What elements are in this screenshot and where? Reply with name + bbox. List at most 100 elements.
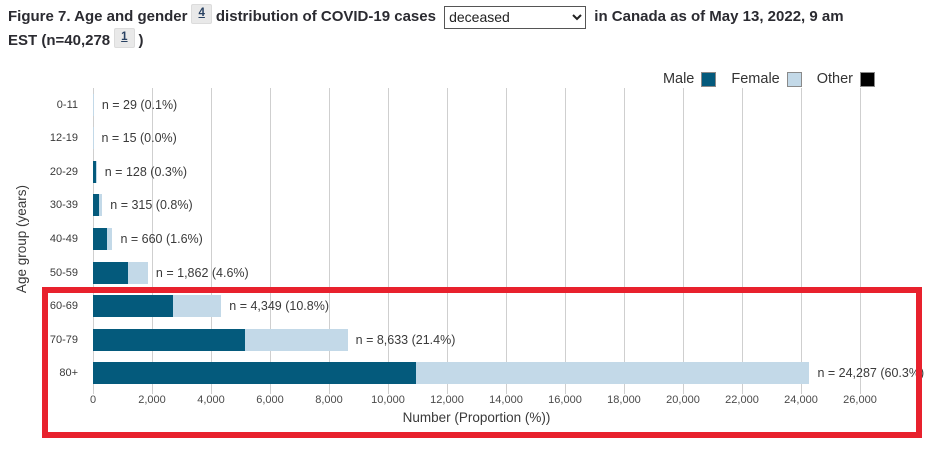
bar-segment-female (107, 228, 113, 251)
bar-segment-female (245, 328, 348, 351)
y-axis-labels: 0-11 12-19 20-29 30-39 40-49 50-59 60-69 70-79 8… (0, 88, 85, 390)
x-tick-mark (270, 390, 271, 394)
chart-legend: Male Female Other (663, 71, 875, 87)
gridline (565, 88, 566, 390)
bar-segment-male (93, 261, 128, 284)
x-tick-label: 16,000 (548, 394, 582, 406)
legend-swatch-other (860, 71, 875, 87)
y-axis-label: 20-29 (49, 165, 78, 178)
y-axis-label: 0-11 (56, 98, 78, 111)
legend-item-other: Other (817, 71, 875, 87)
gridline (211, 88, 212, 390)
gridline (447, 88, 448, 390)
bar-chart: Male Female Other Age group (years) 0-11 12… (0, 58, 935, 430)
x-tick-label: 4,000 (197, 394, 225, 406)
bar-segment-female (93, 93, 94, 116)
bar-value-label: n = 315 (0.8%) (110, 198, 193, 213)
bar-value-label: n = 8,633 (21.4%) (355, 332, 456, 347)
bar-segment-male (93, 160, 96, 183)
x-tick-label: 6,000 (256, 394, 284, 406)
gridline (506, 88, 507, 390)
gridline (801, 88, 802, 390)
x-tick-mark (152, 390, 153, 394)
figure-title-text-4: EST (n=40,278 (8, 31, 111, 49)
legend-label: Male (662, 71, 695, 87)
bar-segment-female (127, 261, 148, 284)
bar-segment-male (93, 228, 107, 251)
x-axis-ticks: 0 2,000 4,000 6,000 8,000 10,000 12,000 14,000 1… (89, 390, 877, 408)
x-tick-label: 20,000 (666, 394, 700, 406)
gridline (683, 88, 684, 390)
x-tick-label: 8,000 (315, 394, 343, 406)
x-tick-label: 12,000 (430, 394, 464, 406)
legend-swatch-female (786, 71, 802, 87)
x-tick-mark (801, 390, 802, 394)
y-axis-label: 12-19 (49, 132, 78, 145)
figure-title: Figure 7. Age and gender 4 distribution of… (8, 4, 928, 53)
x-tick-mark (860, 390, 861, 394)
y-axis-label: 70-79 (49, 333, 78, 346)
legend-label: Other (816, 71, 853, 87)
bar-row-20-29: n = 128 (0.3%) (93, 155, 860, 189)
bar-value-label: n = 128 (0.3%) (104, 164, 188, 179)
bar-rows-layer: n = 29 (0.1%) n = 15 (0.0%) n = 128 (0.3%)… (93, 88, 924, 391)
gridline (623, 88, 625, 390)
gridline (329, 88, 330, 390)
bar-row-40-49: n = 660 (1.6%) (93, 222, 860, 256)
legend-item-male: Male (662, 71, 717, 87)
y-axis-label: 50-59 (49, 266, 78, 279)
bar-segment-male (93, 194, 99, 217)
bar-segment-male (93, 328, 245, 351)
x-tick-mark (683, 390, 684, 394)
x-tick-mark (506, 390, 507, 394)
bar-row-60-69: n = 4,349 (10.8%) (93, 289, 860, 323)
bar-value-label: n = 24,287 (60.3%) (817, 366, 925, 381)
bar-value-label: n = 29 (0.1%) (101, 97, 178, 112)
legend-item-female: Female (731, 71, 802, 87)
bar-segment-female (416, 362, 810, 385)
case-type-select[interactable]: deceased (444, 5, 587, 29)
x-tick-label: 18,000 (607, 394, 641, 406)
x-axis-title: Number (Proportion (%)) (402, 410, 551, 425)
bar-segment-female (95, 160, 97, 183)
bar-segment-female (173, 295, 222, 318)
x-tick-mark (93, 390, 94, 394)
x-tick-mark (565, 390, 566, 394)
y-axis-label: 80+ (59, 367, 78, 380)
x-tick-mark (623, 390, 625, 394)
x-tick-label: 0 (89, 394, 97, 406)
bar-row-12-19: n = 15 (0.0%) (93, 122, 860, 156)
y-axis-label: 40-49 (49, 233, 78, 246)
figure-title-text-1: Figure 7. Age and gender (8, 8, 188, 25)
footnote-link-4[interactable]: 4 (191, 4, 212, 24)
figure-title-text-3: in Canada as of May 13, 2022, 9 am (594, 8, 844, 25)
gridline (388, 88, 389, 390)
gridline (860, 88, 861, 390)
x-tick-mark (447, 390, 448, 394)
y-axis-label: 30-39 (49, 199, 78, 212)
x-tick-label: 2,000 (138, 394, 166, 406)
x-tick-label: 22,000 (725, 394, 759, 406)
legend-swatch-male (701, 71, 717, 87)
gridline (152, 88, 153, 390)
footnote-link-1[interactable]: 1 (114, 27, 135, 48)
bar-row-80+: n = 24,287 (60.3%) (93, 357, 924, 391)
bar-row-50-59: n = 1,862 (4.6%) (93, 256, 860, 290)
plot-area: n = 29 (0.1%) n = 15 (0.0%) n = 128 (0.3%)… (93, 88, 924, 391)
x-tick-mark (211, 390, 212, 394)
bar-value-label: n = 4,349 (10.8%) (229, 299, 330, 314)
x-tick-mark (742, 390, 743, 394)
figure-title-text-2: distribution of COVID-19 cases (215, 8, 436, 25)
y-axis-label: 60-69 (49, 300, 78, 313)
x-tick-label: 24,000 (784, 394, 818, 406)
gridline (270, 88, 271, 390)
bar-value-label: n = 15 (0.0%) (101, 131, 177, 146)
bar-value-label: n = 1,862 (4.6%) (155, 265, 249, 280)
x-tick-mark (329, 390, 330, 394)
gridline (742, 88, 743, 390)
bar-row-30-39: n = 315 (0.8%) (93, 189, 860, 223)
bar-segment-male (93, 295, 173, 318)
bar-segment-female (98, 194, 103, 217)
x-tick-label: 10,000 (371, 394, 405, 406)
